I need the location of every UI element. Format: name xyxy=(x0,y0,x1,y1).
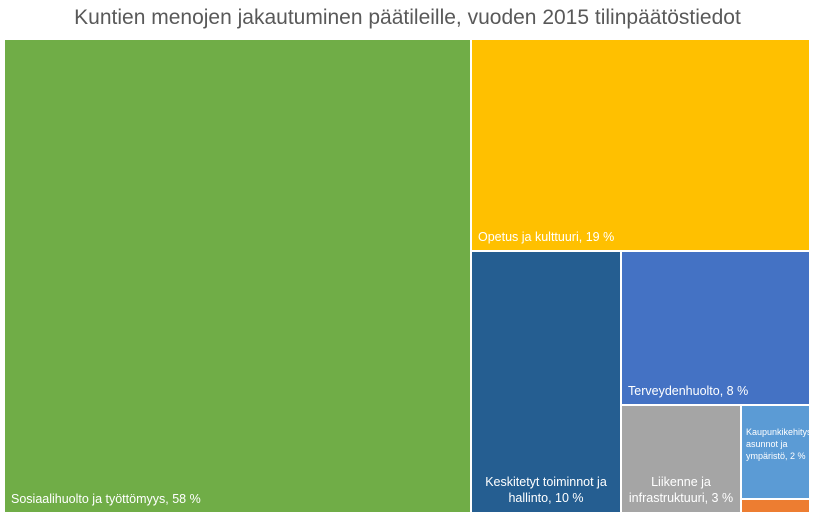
tile-label: Keskitetyt toiminnot ja hallinto, 10 % xyxy=(485,475,607,505)
tile-other xyxy=(740,498,811,514)
tile-label: Opetus ja kulttuuri, 19 % xyxy=(478,230,615,244)
tile-label: Terveydenhuolto, 8 % xyxy=(628,384,749,398)
tile-label: Kaupunkikehitys, asunnot ja ympäristö, 2… xyxy=(746,427,811,461)
tile-label: Liikenne ja infrastruktuuri, 3 % xyxy=(628,475,734,505)
tile-liikenne: Liikenne ja infrastruktuuri, 3 % xyxy=(620,404,742,514)
tile-opetus: Opetus ja kulttuuri, 19 % xyxy=(470,38,811,252)
tile-label: Sosiaalihuolto ja työttömyys, 58 % xyxy=(11,492,201,506)
tile-keskitetyt: Keskitetyt toiminnot ja hallinto, 10 % xyxy=(470,250,622,514)
tile-kaupunkikehitys: Kaupunkikehitys, asunnot ja ympäristö, 2… xyxy=(740,404,811,500)
chart-title: Kuntien menojen jakautuminen päätileille… xyxy=(74,6,741,29)
tile-sosiaalihuolto: Sosiaalihuolto ja työttömyys, 58 % xyxy=(3,38,472,514)
tile-terveydenhuolto: Terveydenhuolto, 8 % xyxy=(620,250,811,406)
